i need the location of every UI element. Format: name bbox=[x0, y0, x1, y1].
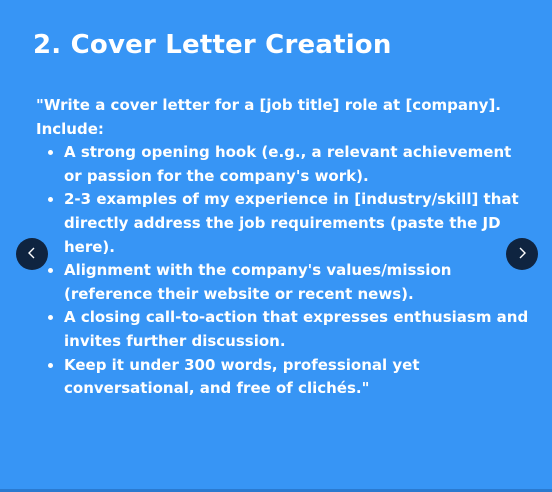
prompt-intro: "Write a cover letter for a [job title] … bbox=[36, 96, 501, 138]
previous-slide-button[interactable] bbox=[16, 238, 48, 270]
slide-title: 2. Cover Letter Creation bbox=[33, 30, 392, 60]
prompt-bullet-list: A strong opening hook (e.g., a relevant … bbox=[36, 141, 531, 401]
list-item: Keep it under 300 words, professional ye… bbox=[64, 354, 531, 401]
list-item: 2-3 examples of my experience in [indust… bbox=[64, 188, 531, 259]
list-item: A strong opening hook (e.g., a relevant … bbox=[64, 141, 531, 188]
chevron-left-icon bbox=[26, 245, 38, 264]
slide-bottom-edge bbox=[0, 489, 552, 492]
list-item: A closing call-to-action that expresses … bbox=[64, 306, 531, 353]
list-item: Alignment with the company's values/miss… bbox=[64, 259, 531, 306]
next-slide-button[interactable] bbox=[506, 238, 538, 270]
slide-body: "Write a cover letter for a [job title] … bbox=[36, 94, 531, 401]
chevron-right-icon bbox=[516, 245, 528, 264]
